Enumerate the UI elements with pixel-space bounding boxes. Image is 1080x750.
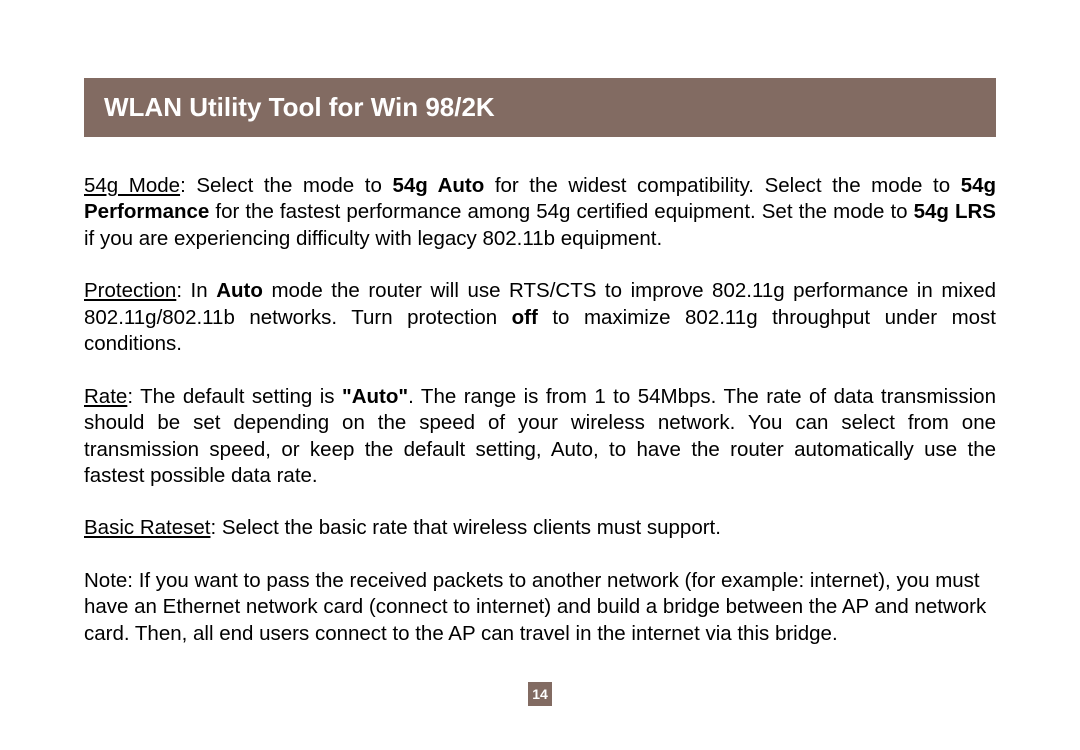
bold: 54g Auto bbox=[392, 174, 484, 197]
bold: off bbox=[512, 306, 538, 329]
bold: 54g LRS bbox=[914, 200, 996, 223]
title-bar: WLAN Utility Tool for Win 98/2K bbox=[84, 78, 996, 137]
text: : Select the mode to bbox=[180, 174, 392, 197]
text: for the fastest performance among 54g ce… bbox=[209, 200, 913, 223]
paragraph-basic-rateset: Basic Rateset: Select the basic rate tha… bbox=[84, 515, 996, 541]
label: 54g Mode bbox=[84, 174, 180, 197]
label: Rate bbox=[84, 385, 127, 408]
bold: Auto bbox=[216, 279, 263, 302]
body-content: 54g Mode: Select the mode to 54g Auto fo… bbox=[84, 173, 996, 647]
page-number-badge: 14 bbox=[528, 682, 552, 706]
bold: "Auto" bbox=[342, 385, 408, 408]
paragraph-protection: Protection: In Auto mode the router will… bbox=[84, 278, 996, 357]
paragraph-note: Note: If you want to pass the received p… bbox=[84, 568, 996, 647]
paragraph-54g-mode: 54g Mode: Select the mode to 54g Auto fo… bbox=[84, 173, 996, 252]
text: Note: If you want to pass the received p… bbox=[84, 569, 986, 645]
text: for the widest compatibility. Select the… bbox=[484, 174, 960, 197]
paragraph-rate: Rate: The default setting is "Auto". The… bbox=[84, 384, 996, 490]
page-container: WLAN Utility Tool for Win 98/2K 54g Mode… bbox=[84, 78, 996, 673]
text: : The default setting is bbox=[127, 385, 342, 408]
text: : Select the basic rate that wireless cl… bbox=[210, 516, 720, 539]
page-title: WLAN Utility Tool for Win 98/2K bbox=[104, 92, 495, 122]
page-number: 14 bbox=[532, 686, 548, 702]
label: Protection bbox=[84, 279, 176, 302]
label: Basic Rateset bbox=[84, 516, 210, 539]
text: if you are experiencing difficulty with … bbox=[84, 227, 662, 250]
text: : In bbox=[176, 279, 216, 302]
